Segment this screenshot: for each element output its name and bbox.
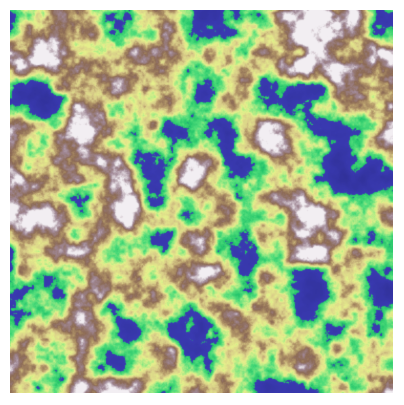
terrain-map xyxy=(10,10,393,393)
terrain-heightmap-canvas xyxy=(10,10,393,393)
